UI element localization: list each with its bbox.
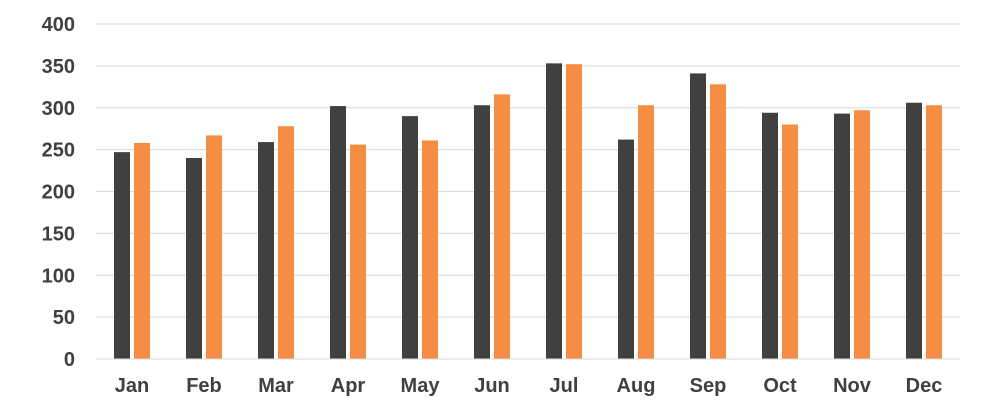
y-tick-label: 250 (42, 140, 75, 162)
bar-dec-series-2 (926, 105, 942, 359)
bar-nov-series-2 (854, 110, 870, 359)
bar-dec-series-1 (906, 102, 922, 359)
bar-jun-series-2 (494, 94, 510, 359)
x-tick-label-dec: Dec (906, 375, 943, 397)
bar-apr-series-1 (330, 106, 346, 359)
bar-apr-series-2 (350, 144, 366, 359)
x-tick-label-mar: Mar (258, 375, 294, 397)
y-axis-tick-labels: 0 50 100 150 200 250 300 350 400 (42, 14, 75, 371)
x-tick-label-jul: Jul (550, 375, 579, 397)
y-tick-label: 300 (42, 98, 75, 120)
bar-oct-series-2 (782, 124, 798, 359)
bars (114, 63, 942, 360)
x-tick-label-may: May (401, 375, 441, 397)
x-tick-label-aug: Aug (617, 375, 656, 397)
x-tick-label-jun: Jun (474, 375, 510, 397)
bar-aug-series-2 (638, 105, 654, 359)
bar-may-series-1 (402, 116, 418, 359)
bar-jul-series-1 (546, 63, 562, 360)
x-tick-label-sep: Sep (690, 375, 727, 397)
bar-sep-series-2 (710, 84, 726, 360)
x-axis-tick-labels: Jan Feb Mar Apr May Jun Jul Aug Sep Oct Nov Dec (115, 375, 943, 397)
x-tick-label-oct: Oct (763, 375, 797, 397)
y-tick-label: 100 (42, 265, 75, 287)
bar-jul-series-2 (566, 64, 582, 359)
bar-may-series-2 (422, 140, 438, 359)
x-tick-label-nov: Nov (833, 375, 872, 397)
gridlines (96, 23, 960, 318)
x-tick-label-feb: Feb (186, 375, 222, 397)
bar-jan-series-2 (134, 142, 150, 359)
y-tick-label: 0 (64, 349, 75, 371)
bar-nov-series-1 (834, 113, 850, 359)
x-tick-label-jan: Jan (115, 375, 149, 397)
bar-jun-series-1 (474, 105, 490, 359)
y-tick-label: 400 (42, 14, 75, 36)
bar-oct-series-1 (762, 112, 778, 360)
y-tick-label: 50 (53, 307, 75, 329)
bar-mar-series-1 (258, 142, 274, 359)
x-tick-label-apr: Apr (331, 375, 366, 397)
bar-sep-series-1 (690, 73, 706, 359)
y-tick-label: 150 (42, 223, 75, 245)
y-tick-label: 200 (42, 182, 75, 204)
bar-mar-series-2 (278, 126, 294, 359)
y-tick-label: 350 (42, 56, 75, 78)
bar-jan-series-1 (114, 152, 130, 359)
bar-aug-series-1 (618, 139, 634, 359)
bar-feb-series-1 (186, 158, 202, 359)
bar-feb-series-2 (206, 135, 222, 359)
